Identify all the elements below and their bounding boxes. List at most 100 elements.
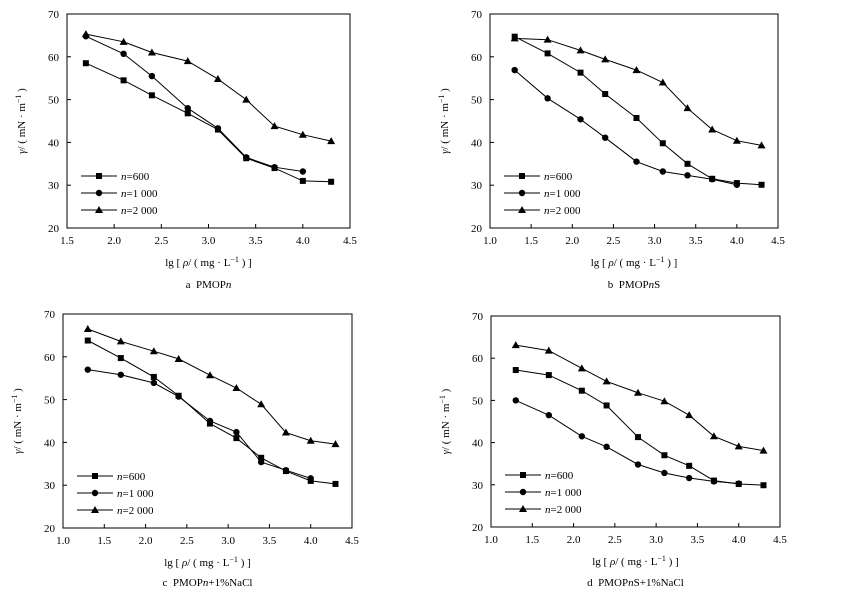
x-tick-label: 1.0 [483,235,497,247]
x-tick-label: 2.5 [607,235,621,247]
x-axis-label: lg [ ρ/ ( mg · L−1 ) ] [592,554,679,569]
label-part: d PMOP [587,577,628,589]
y-tick-label: 40 [472,438,484,450]
y-tick-label: 50 [44,395,56,407]
square-marker [120,77,127,84]
label-part: lg [ [165,257,183,269]
y-tick-label: 30 [48,180,60,192]
x-tick-label: 2.0 [565,235,579,247]
square-marker [578,387,585,394]
label-part: −1 [14,95,23,104]
triangle-marker [633,388,642,396]
legend-label: n=2 000 [121,205,158,217]
circle-marker [659,168,666,175]
label-part: γ [440,449,452,454]
triangle-marker [95,206,103,213]
y-tick-label: 40 [48,137,60,149]
series-line [87,328,336,445]
label-part: γ [439,149,451,154]
triangle-marker [683,104,692,112]
x-tick-label: 1.5 [97,535,111,547]
triangle-marker [213,75,222,83]
circle-marker [307,475,314,482]
label-part: n [545,470,551,482]
label-part: =600 [127,171,150,183]
square-marker [758,181,765,188]
triangle-marker [708,125,717,133]
circle-marker [603,443,610,451]
series-line [87,369,311,479]
circle-marker [148,72,156,80]
circle-marker [282,467,290,474]
label-part: c PMOP [163,577,203,589]
x-tick-label: 1.5 [524,235,538,247]
triangle-marker [601,55,610,63]
x-tick-label: 3.5 [691,534,705,546]
circle-marker [257,458,265,466]
x-tick-label: 1.5 [525,534,539,546]
legend-label: n=1 000 [544,188,581,200]
square-marker [602,91,609,98]
x-tick-label: 4.0 [304,535,318,547]
label-part: γ [12,449,24,454]
triangle-marker [327,137,336,145]
label-part: ρ [182,257,188,269]
triangle-marker [183,57,192,65]
circle-marker [150,379,158,387]
y-tick-label: 50 [48,95,60,107]
legend-label: n=2 000 [117,505,154,517]
label-part: lg [ [164,557,182,569]
label-part: =1 000 [550,188,581,200]
circle-marker [512,397,519,404]
plot-frame [489,13,779,229]
circle-marker [184,104,191,112]
label-part: n [545,487,551,499]
circle-marker [708,176,716,183]
triangle-marker [91,506,99,513]
label-part: −1 [230,255,239,264]
label-part: =2 000 [123,505,154,517]
triangle-marker [242,95,251,103]
series-circle [82,33,307,175]
x-tick-label: 4.5 [773,534,787,546]
label-part: n [545,504,551,516]
x-tick-label: 3.5 [249,235,263,247]
circle-marker [214,125,222,132]
series-square [511,33,765,188]
y-tick-label: 20 [48,223,60,235]
y-axis-label: γ/ ( mN · m−1 ) [437,88,452,154]
series-line [514,36,762,186]
x-tick-label: 4.0 [296,235,310,247]
series-line [515,369,764,486]
x-axis-label: lg [ ρ/ ( mg · L−1 ) ] [591,255,678,270]
square-marker [512,367,519,374]
label-part: / ( mN · m [16,103,28,150]
triangle-marker [306,436,315,444]
legend-label: n=1 000 [545,487,582,499]
legend-label: n=600 [117,471,146,483]
label-part: b PMOP [608,279,649,291]
label-part: n [544,188,550,200]
circle-marker [206,417,214,425]
label-part: =600 [551,470,574,482]
label-part: a PMOP [186,279,226,291]
label-part: lg [ [592,556,610,568]
y-tick-label: 70 [44,309,56,321]
label-part: ) [16,88,28,95]
label-part: / ( mN · m [12,403,24,450]
square-marker [545,372,552,379]
triangle-marker [632,66,641,74]
square-marker [760,482,767,489]
label-part: n [117,471,123,483]
square-marker [686,462,693,469]
square-marker [84,337,91,344]
x-tick-label: 2.0 [107,235,121,247]
triangle-marker [544,346,553,354]
x-tick-label: 2.0 [139,535,153,547]
x-tick-label: 4.0 [730,235,744,247]
x-tick-label: 2.0 [567,534,581,546]
label-part: n [649,279,655,291]
series-triangle [81,30,336,145]
